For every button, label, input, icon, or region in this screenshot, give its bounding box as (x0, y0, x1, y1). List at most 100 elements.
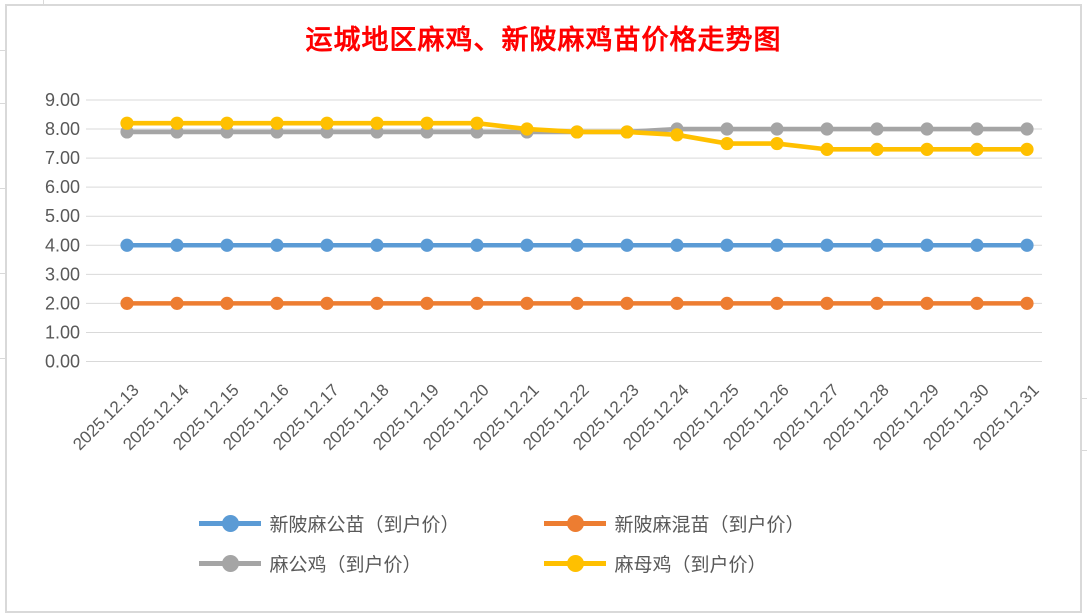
legend-label: 麻公鸡（到户价） (269, 555, 422, 576)
y-axis-tick-label: 3.00 (45, 264, 80, 284)
legend-marker-icon (198, 555, 261, 572)
data-point-marker[interactable] (720, 296, 734, 310)
legend-marker-icon (543, 555, 606, 572)
data-point-marker[interactable] (870, 142, 884, 156)
data-point-marker[interactable] (420, 238, 434, 252)
y-axis-tick-label: 1.00 (45, 322, 80, 342)
data-point-marker[interactable] (220, 238, 234, 252)
legend-item-0[interactable]: 新陂麻公苗（到户价） (198, 510, 544, 537)
data-point-marker[interactable] (120, 296, 134, 310)
data-point-marker[interactable] (120, 116, 134, 130)
y-axis-tick-label: 5.00 (45, 206, 80, 226)
y-axis-tick-label: 6.00 (45, 177, 80, 197)
cell-gridline-tick (0, 188, 5, 189)
y-axis-tick-label: 7.00 (45, 148, 80, 168)
data-point-marker[interactable] (820, 296, 834, 310)
legend-grid: 新陂麻公苗（到户价） 新陂麻混苗（到户价） 麻公鸡（到户价） 麻母鸡（到户价） (198, 510, 889, 577)
chart-frame[interactable] (5, 4, 1082, 613)
data-point-marker[interactable] (270, 238, 284, 252)
series-3 (120, 116, 1034, 156)
data-point-marker[interactable] (520, 122, 534, 136)
data-point-marker[interactable] (520, 238, 534, 252)
cell-gridline-tick (1082, 398, 1087, 399)
data-point-marker[interactable] (570, 125, 584, 139)
data-point-marker[interactable] (770, 238, 784, 252)
gridlines (86, 99, 1042, 362)
data-point-marker[interactable] (720, 238, 734, 252)
data-point-marker[interactable] (820, 122, 834, 136)
data-point-marker[interactable] (670, 128, 684, 142)
data-point-marker[interactable] (170, 238, 184, 252)
data-point-marker[interactable] (720, 122, 734, 136)
data-point-marker[interactable] (620, 125, 634, 139)
data-point-marker[interactable] (470, 238, 484, 252)
data-point-marker[interactable] (1020, 238, 1034, 252)
data-point-marker[interactable] (470, 296, 484, 310)
y-axis: 0.00 1.00 2.00 3.00 4.00 5.00 6.00 7.00 8.00 9.00 (45, 90, 80, 372)
cell-gridline-tick (1082, 450, 1087, 451)
legend-label: 新陂麻公苗（到户价） (269, 515, 460, 536)
data-point-marker[interactable] (870, 238, 884, 252)
legend-item-3[interactable]: 麻母鸡（到户价） (543, 550, 889, 577)
y-axis-tick-label: 0.00 (45, 352, 80, 372)
cell-gridline-tick (0, 273, 5, 274)
data-point-marker[interactable] (570, 238, 584, 252)
data-point-marker[interactable] (970, 142, 984, 156)
series-1 (120, 296, 1034, 310)
data-point-marker[interactable] (1020, 142, 1034, 156)
data-point-marker[interactable] (770, 136, 784, 151)
legend-marker-icon (198, 515, 261, 532)
data-point-marker[interactable] (320, 116, 334, 130)
chart-title[interactable]: 运城地区麻鸡、新陂麻鸡苗价格走势图 (305, 25, 782, 55)
data-point-marker[interactable] (420, 116, 434, 130)
data-point-marker[interactable] (820, 142, 834, 156)
data-point-marker[interactable] (1020, 296, 1034, 310)
data-point-marker[interactable] (870, 122, 884, 136)
data-point-marker[interactable] (1020, 122, 1034, 136)
data-point-marker[interactable] (270, 296, 284, 310)
data-point-marker[interactable] (520, 296, 534, 310)
data-point-marker[interactable] (670, 296, 684, 310)
cell-gridline-tick (0, 358, 5, 359)
data-point-marker[interactable] (620, 296, 634, 310)
data-point-marker[interactable] (720, 136, 734, 151)
data-point-marker[interactable] (270, 116, 284, 130)
data-point-marker[interactable] (370, 238, 384, 252)
data-point-marker[interactable] (220, 296, 234, 310)
legend-item-2[interactable]: 麻公鸡（到户价） (198, 550, 544, 577)
data-point-marker[interactable] (320, 296, 334, 310)
data-point-marker[interactable] (970, 296, 984, 310)
data-point-marker[interactable] (220, 116, 234, 130)
cell-gridline-tick (0, 50, 5, 51)
y-axis-tick-label: 2.00 (45, 293, 80, 313)
data-point-marker[interactable] (920, 142, 934, 156)
data-point-marker[interactable] (420, 296, 434, 310)
data-point-marker[interactable] (920, 238, 934, 252)
data-point-marker[interactable] (920, 122, 934, 136)
y-axis-tick-label: 8.00 (45, 119, 80, 139)
data-point-marker[interactable] (920, 296, 934, 310)
data-point-marker[interactable] (570, 296, 584, 310)
data-point-marker[interactable] (770, 296, 784, 310)
data-point-marker[interactable] (970, 238, 984, 252)
data-point-marker[interactable] (970, 122, 984, 136)
data-point-marker[interactable] (320, 238, 334, 252)
data-point-marker[interactable] (770, 122, 784, 136)
data-point-marker[interactable] (170, 116, 184, 130)
legend-marker-icon (543, 515, 606, 532)
data-point-marker[interactable] (820, 238, 834, 252)
data-point-marker[interactable] (170, 296, 184, 310)
data-point-marker[interactable] (370, 116, 384, 130)
data-point-marker[interactable] (670, 238, 684, 252)
data-point-marker[interactable] (620, 238, 634, 252)
legend-item-1[interactable]: 新陂麻混苗（到户价） (543, 510, 889, 537)
data-point-marker[interactable] (370, 296, 384, 310)
data-point-marker[interactable] (870, 296, 884, 310)
legend-label: 麻母鸡（到户价） (614, 555, 767, 576)
x-axis: 2025.12.132025.12.142025.12.152025.12.16… (69, 380, 1043, 454)
data-point-marker[interactable] (470, 116, 484, 130)
data-point-marker[interactable] (120, 238, 134, 252)
cell-gridline-tick (43, 0, 44, 4)
